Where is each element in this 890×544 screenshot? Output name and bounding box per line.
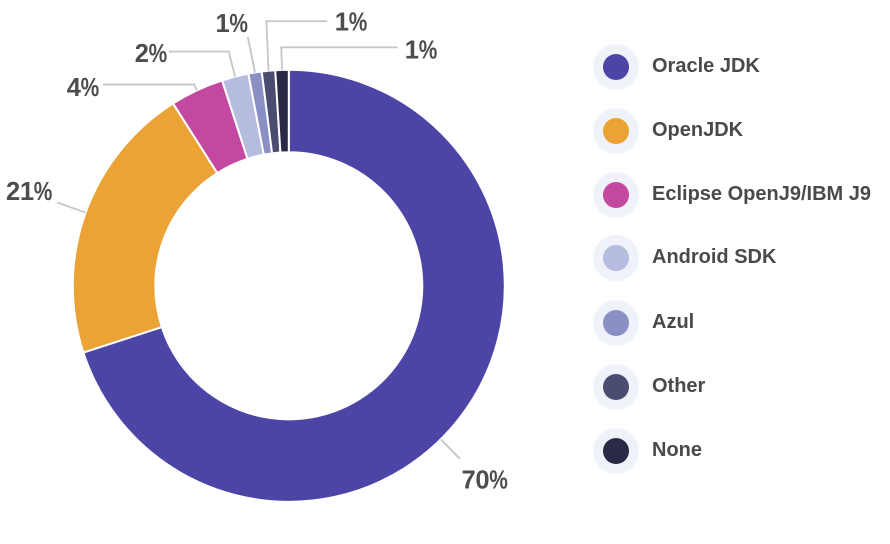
svg-text:%: % xyxy=(81,73,100,101)
svg-text:2: 2 xyxy=(135,40,149,68)
svg-text:%: % xyxy=(419,35,438,63)
svg-text:%: % xyxy=(349,7,368,35)
svg-text:%: % xyxy=(229,9,248,37)
svg-text:21: 21 xyxy=(6,178,34,206)
svg-text:1: 1 xyxy=(405,36,419,64)
svg-text:70: 70 xyxy=(462,466,490,494)
svg-text:1: 1 xyxy=(216,10,230,38)
svg-text:%: % xyxy=(489,465,508,493)
svg-text:1: 1 xyxy=(335,8,349,36)
svg-text:4: 4 xyxy=(67,74,82,102)
svg-text:%: % xyxy=(34,177,53,205)
svg-text:%: % xyxy=(149,39,168,67)
